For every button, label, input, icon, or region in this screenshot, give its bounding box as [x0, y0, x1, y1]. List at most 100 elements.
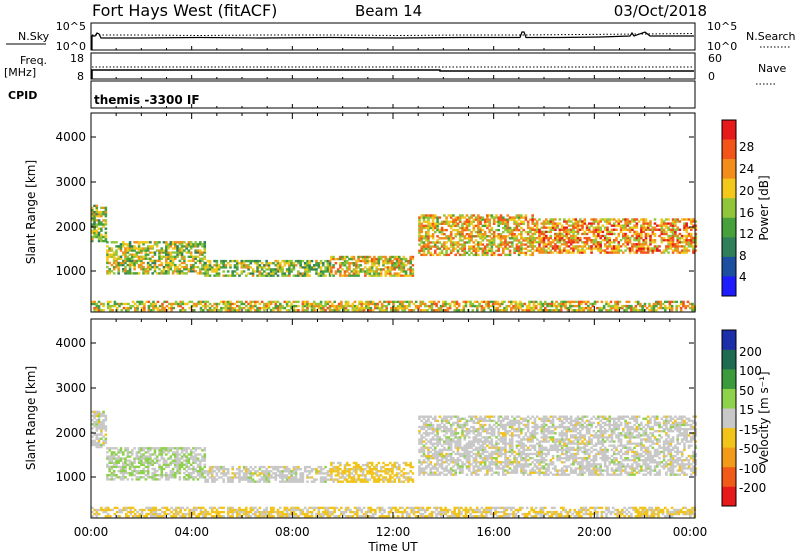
- echo-cell: [427, 459, 430, 462]
- echo-cell: [272, 268, 275, 271]
- echo-cell: [418, 469, 421, 472]
- echo-cell: [542, 241, 546, 244]
- echo-cell: [431, 235, 435, 238]
- echo-cell: [422, 444, 426, 447]
- echo-cell: [149, 268, 152, 271]
- echo-cell: [181, 302, 185, 306]
- echo-cell: [352, 470, 356, 473]
- echo-cell: [474, 469, 478, 472]
- echo-cell: [364, 259, 367, 263]
- echo-cell: [147, 309, 151, 312]
- echo-cell: [400, 480, 403, 483]
- echo-cell: [319, 262, 323, 265]
- echo-cell: [637, 243, 641, 246]
- echo-cell: [461, 214, 464, 217]
- echo-cell: [379, 272, 383, 275]
- echo-cell: [665, 249, 668, 252]
- echo-cell: [610, 241, 614, 244]
- echo-cell: [458, 471, 462, 474]
- echo-cell: [162, 457, 166, 460]
- echo-cell: [517, 247, 521, 250]
- echo-cell: [297, 309, 300, 312]
- echo-cell: [436, 461, 439, 464]
- echo-cell: [352, 262, 356, 265]
- echo-cell: [158, 478, 161, 481]
- echo-cell: [386, 266, 390, 269]
- echo-cell: [492, 243, 496, 246]
- echo-cell: [449, 430, 453, 433]
- echo-cell: [463, 448, 467, 452]
- echo-cell: [178, 251, 182, 254]
- echo-cell: [446, 309, 450, 312]
- echo-cell: [265, 476, 268, 479]
- echo-cell: [217, 272, 221, 275]
- echo-cell: [245, 274, 248, 277]
- echo-cell: [128, 257, 132, 260]
- echo-cell: [461, 425, 464, 429]
- echo-cell: [211, 270, 214, 273]
- echo-cell: [402, 262, 406, 265]
- echo-cell: [240, 259, 244, 263]
- echo-cell: [488, 243, 491, 246]
- echo-cell: [559, 302, 563, 306]
- echo-cell: [391, 470, 394, 473]
- echo-cell: [131, 257, 134, 260]
- echo-cell: [452, 461, 455, 464]
- echo-cell: [398, 480, 401, 483]
- echo-cell: [542, 230, 546, 234]
- echo-cell: [540, 249, 544, 252]
- echo-cell: [438, 228, 442, 232]
- echo-cell: [334, 270, 338, 273]
- echo-cell: [249, 474, 253, 477]
- echo-cell: [572, 245, 575, 248]
- echo-cell: [683, 234, 686, 238]
- echo-cell: [511, 228, 514, 232]
- echo-cell: [400, 259, 403, 263]
- echo-cell: [176, 270, 179, 273]
- echo-cell: [422, 450, 426, 454]
- echo-cell: [615, 247, 618, 250]
- echo-cell: [183, 478, 186, 481]
- echo-cell: [429, 438, 433, 441]
- echo-cell: [526, 230, 530, 234]
- echo-cell: [540, 247, 544, 250]
- echo-cell: [470, 222, 473, 225]
- echo-cell: [231, 480, 234, 483]
- echo-cell: [226, 306, 230, 310]
- echo-cell: [95, 213, 99, 216]
- echo-cell: [511, 233, 514, 236]
- echo-cell: [652, 309, 656, 312]
- echo-cell: [189, 457, 193, 460]
- echo-cell: [425, 415, 428, 418]
- echo-cell: [131, 469, 134, 473]
- echo-cell: [438, 459, 442, 462]
- echo-cell: [267, 266, 271, 269]
- echo-cell: [306, 264, 309, 267]
- echo-cell: [544, 300, 547, 304]
- echo-cell: [319, 300, 323, 304]
- echo-cell: [350, 274, 354, 277]
- echo-cell: [194, 459, 197, 462]
- echo-cell: [627, 300, 631, 304]
- echo-cell: [431, 438, 435, 441]
- echo-cell: [149, 247, 152, 250]
- echo-cell: [456, 459, 460, 462]
- echo-cell: [535, 224, 539, 227]
- echo-cell: [142, 272, 145, 275]
- echo-cell: [569, 220, 573, 223]
- echo-cell: [352, 465, 356, 469]
- echo-cell: [131, 471, 134, 475]
- echo-cell: [492, 220, 496, 223]
- echo-cell: [269, 272, 273, 275]
- echo-cell: [95, 208, 99, 212]
- echo-cell: [429, 253, 433, 257]
- echo-cell: [339, 480, 342, 483]
- echo-cell: [319, 266, 323, 269]
- echo-cell: [608, 251, 611, 254]
- echo-cell: [377, 268, 381, 271]
- echo-cell: [447, 444, 451, 447]
- echo-cell: [143, 306, 146, 310]
- echo-cell: [355, 272, 358, 275]
- echo-cell: [386, 262, 390, 265]
- echo-cell: [662, 220, 666, 223]
